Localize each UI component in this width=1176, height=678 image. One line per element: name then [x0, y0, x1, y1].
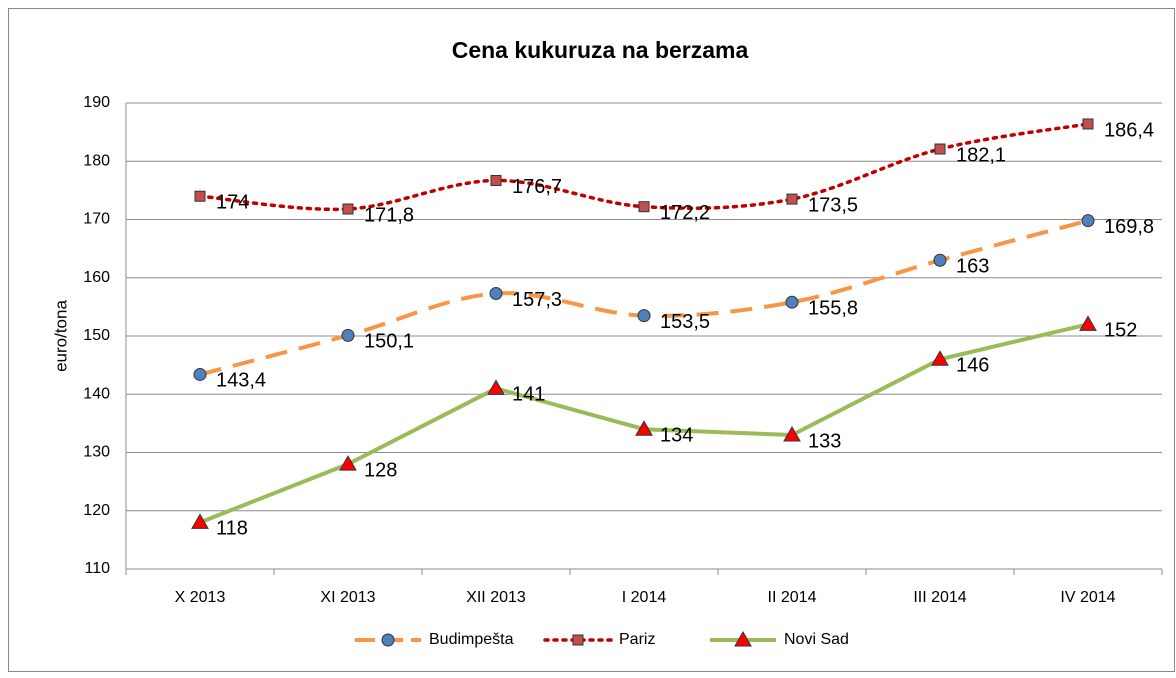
data-label: 174 — [216, 191, 249, 213]
data-label: 157,3 — [512, 289, 562, 311]
marker — [572, 634, 584, 646]
marker — [637, 309, 651, 323]
data-label: 176,7 — [512, 176, 562, 198]
x-tick-label: X 2013 — [175, 589, 226, 606]
legend-label: Pariz — [619, 631, 655, 648]
marker — [734, 630, 752, 647]
marker — [1079, 315, 1097, 331]
y-tick-label: 110 — [84, 560, 110, 577]
y-tick-label: 170 — [83, 211, 110, 228]
marker — [339, 455, 357, 471]
y-tick-label: 180 — [83, 152, 110, 169]
marker — [931, 350, 949, 366]
y-tick-label: 150 — [83, 327, 110, 344]
marker — [342, 203, 354, 215]
data-label: 155,8 — [808, 297, 858, 319]
data-label: 173,5 — [808, 194, 858, 216]
marker — [487, 379, 505, 395]
marker — [786, 193, 798, 205]
data-label: 182,1 — [956, 144, 1006, 166]
y-tick-label: 120 — [83, 502, 110, 519]
legend-label: Novi Sad — [784, 631, 849, 648]
y-axis-label: euro/tona — [51, 300, 70, 372]
marker — [933, 253, 947, 267]
data-label: 163 — [956, 256, 989, 278]
data-label: 186,4 — [1104, 119, 1154, 141]
x-tick-label: III 2014 — [913, 589, 966, 606]
marker — [934, 143, 946, 155]
marker — [1081, 214, 1095, 228]
data-label: 153,5 — [660, 311, 710, 333]
marker — [783, 426, 801, 442]
data-label: 134 — [660, 424, 693, 446]
y-tick-label: 140 — [83, 385, 110, 402]
data-label: 169,8 — [1104, 216, 1154, 238]
y-tick-label: 130 — [83, 444, 110, 461]
chart-border — [8, 8, 1175, 672]
data-label: 133 — [808, 430, 841, 452]
marker — [1082, 118, 1094, 130]
data-label: 146 — [956, 355, 989, 377]
marker — [193, 367, 207, 381]
data-label: 171,8 — [364, 204, 414, 226]
marker — [489, 286, 503, 300]
y-tick-label: 160 — [83, 269, 110, 286]
marker — [191, 513, 209, 529]
x-tick-label: IV 2014 — [1060, 589, 1115, 606]
data-label: 143,4 — [216, 370, 266, 392]
x-tick-label: II 2014 — [768, 589, 817, 606]
x-tick-label: XI 2013 — [320, 589, 375, 606]
x-tick-label: XII 2013 — [466, 589, 526, 606]
marker — [341, 328, 355, 342]
data-label: 172,2 — [660, 202, 710, 224]
marker — [194, 190, 206, 202]
marker — [381, 633, 395, 647]
data-label: 152 — [1104, 320, 1137, 342]
legend-label: Budimpešta — [429, 631, 514, 648]
y-tick-label: 190 — [83, 94, 110, 111]
marker — [490, 174, 502, 186]
data-label: 128 — [364, 459, 397, 481]
data-label: 150,1 — [364, 331, 414, 353]
marker — [785, 295, 799, 309]
marker — [635, 420, 653, 436]
chart-title: Cena kukuruza na berzama — [452, 37, 749, 63]
data-label: 141 — [512, 384, 545, 406]
marker — [638, 201, 650, 213]
x-tick-label: I 2014 — [622, 589, 667, 606]
data-label: 118 — [216, 518, 248, 540]
